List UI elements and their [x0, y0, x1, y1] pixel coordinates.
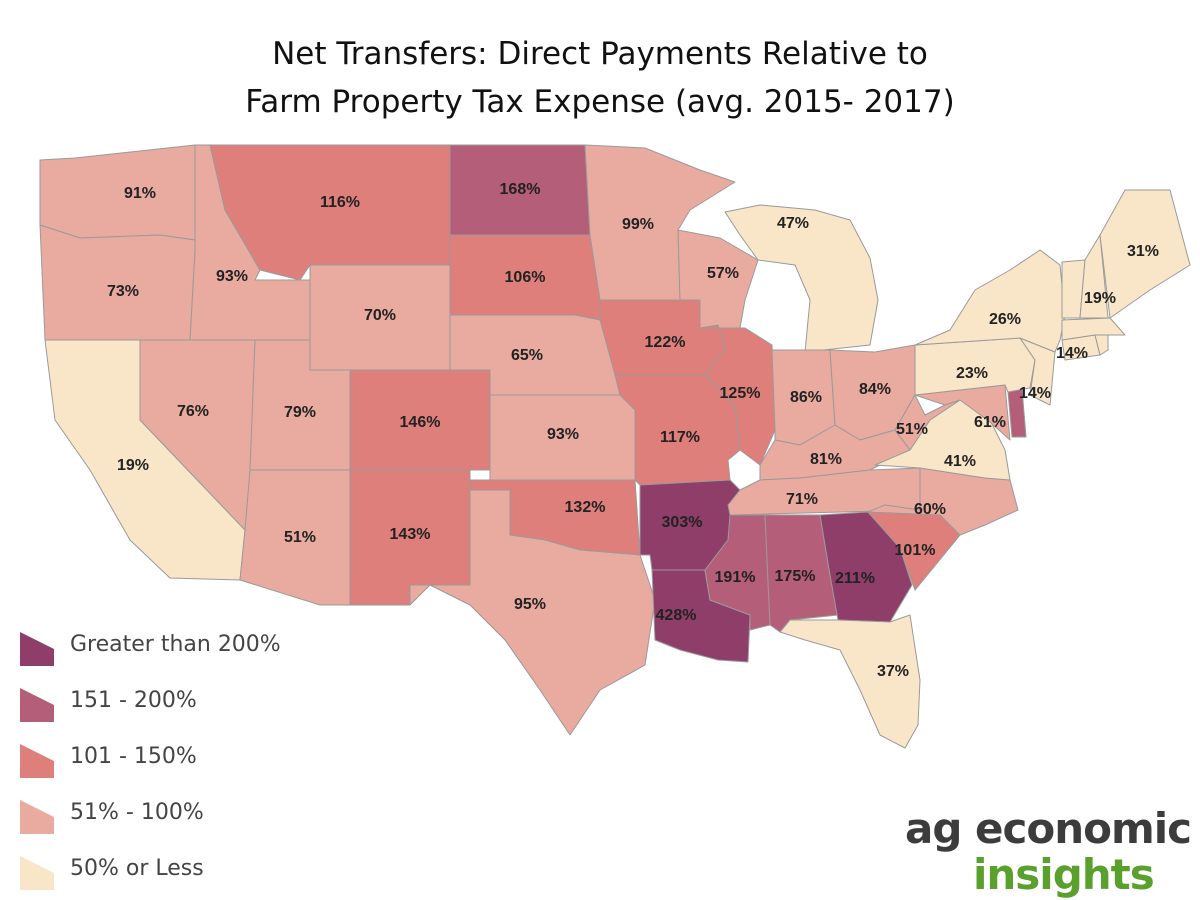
state-value-labels: 91% 73% 19% 76% 93% 116% 70% 79% 51% 146% 143% 168%… [107, 181, 1159, 680]
state-label-ia: 122% [645, 334, 686, 351]
state-label-wi: 57% [707, 265, 739, 282]
legend-item-51-100: 51% - 100% [20, 796, 340, 836]
state-label-mn: 99% [622, 216, 654, 233]
state-label-az: 51% [284, 529, 316, 546]
legend-swatch [20, 800, 54, 834]
state-label-mi: 47% [777, 215, 809, 232]
state-label-or: 73% [107, 283, 139, 300]
state-label-ne: 65% [511, 347, 543, 364]
state-label-nj: 14% [1019, 385, 1051, 402]
state-label-ut: 79% [284, 404, 316, 421]
state-label-nd: 168% [500, 181, 541, 198]
legend-label: 50% or Less [70, 856, 204, 881]
ag-economic-insights-logo: ag economic insights [905, 806, 1195, 898]
state-label-wv: 51% [896, 421, 928, 438]
state-label-al: 175% [775, 568, 816, 585]
state-wa [39, 144, 196, 241]
logo-line-1: ag economic [905, 804, 1192, 853]
legend-swatch [20, 632, 54, 666]
state-label-oh: 84% [859, 381, 891, 398]
legend-item-101-150: 101 - 150% [20, 740, 340, 780]
state-label-nc: 60% [914, 501, 946, 518]
map-title: Net Transfers: Direct Payments Relative … [0, 30, 1200, 126]
state-label-nm: 143% [390, 526, 431, 543]
state-label-md: 61% [974, 414, 1006, 431]
logo-line-2: insights [973, 850, 1155, 899]
state-il [699, 324, 776, 466]
state-ri [1094, 334, 1109, 356]
legend-label: 51% - 100% [70, 800, 204, 825]
state-label-ks: 93% [547, 426, 579, 443]
legend-swatch [20, 856, 54, 890]
state-label-ct: 14% [1056, 345, 1088, 362]
legend-label: 151 - 200% [70, 688, 197, 713]
state-label-in: 86% [790, 389, 822, 406]
state-label-fl: 37% [877, 663, 909, 680]
state-nh [1079, 234, 1109, 319]
state-label-tx: 95% [514, 596, 546, 613]
state-label-ok: 132% [565, 499, 606, 516]
state-label-sd: 106% [505, 269, 546, 286]
state-label-co: 146% [400, 414, 441, 431]
state-label-wa: 91% [124, 185, 156, 202]
state-fl [779, 614, 921, 749]
state-label-mo: 117% [660, 429, 700, 446]
title-line-2: Farm Property Tax Expense (avg. 2015- 20… [245, 84, 955, 120]
state-label-nh: 19% [1084, 290, 1116, 307]
state-label-ky: 81% [810, 451, 842, 468]
state-label-va: 41% [944, 453, 976, 470]
state-label-mt: 116% [320, 194, 360, 211]
state-label-wy: 70% [364, 307, 396, 324]
legend-item-gt200: Greater than 200% [20, 628, 340, 668]
legend-swatch [20, 688, 54, 722]
legend-item-151-200: 151 - 200% [20, 684, 340, 724]
state-me [1099, 189, 1191, 319]
state-label-il: 125% [720, 385, 761, 402]
state-label-sc: 101% [895, 542, 936, 559]
state-label-pa: 23% [956, 365, 988, 382]
state-label-id: 93% [216, 268, 248, 285]
state-label-ar: 303% [662, 514, 703, 531]
state-label-me: 31% [1127, 243, 1159, 260]
state-label-ms: 191% [715, 569, 756, 586]
state-shapes [39, 144, 1191, 749]
title-line-1: Net Transfers: Direct Payments Relative … [272, 36, 928, 72]
state-label-nv: 76% [177, 403, 209, 420]
legend-item-le50: 50% or Less [20, 852, 340, 892]
legend-label: 101 - 150% [70, 744, 197, 769]
state-label-ga: 211% [835, 570, 875, 587]
state-label-ny: 26% [989, 311, 1021, 328]
state-ny [914, 249, 1066, 353]
state-mi [724, 204, 879, 353]
legend-label: Greater than 200% [70, 632, 281, 657]
state-label-tn: 71% [786, 491, 818, 508]
state-label-la: 428% [656, 607, 697, 624]
legend-swatch [20, 744, 54, 778]
state-mn [584, 144, 736, 301]
state-label-ca: 19% [117, 457, 149, 474]
state-tx [409, 489, 656, 736]
